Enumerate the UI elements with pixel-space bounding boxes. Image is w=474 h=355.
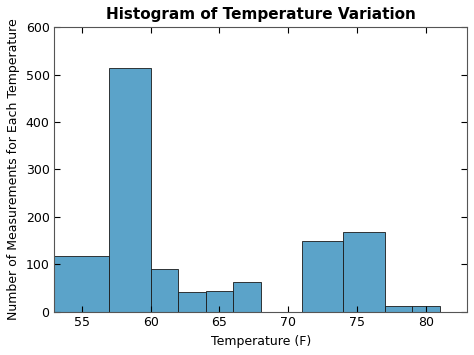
Bar: [206, 291, 233, 312]
Bar: [412, 306, 439, 312]
Bar: [384, 306, 412, 312]
Bar: [233, 282, 261, 312]
Title: Histogram of Temperature Variation: Histogram of Temperature Variation: [106, 7, 416, 22]
Bar: [109, 67, 151, 312]
Bar: [55, 256, 109, 312]
Bar: [343, 232, 384, 312]
Bar: [302, 241, 343, 312]
Bar: [151, 269, 178, 312]
Bar: [178, 292, 206, 312]
X-axis label: Temperature (F): Temperature (F): [210, 335, 311, 348]
Y-axis label: Number of Measurements for Each Temperature: Number of Measurements for Each Temperat…: [7, 18, 20, 320]
